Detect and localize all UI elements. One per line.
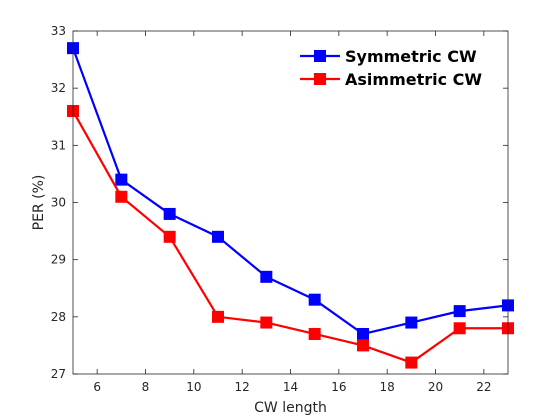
- y-tick-label: 29: [51, 253, 66, 267]
- data-point-symmetric-cw: [405, 316, 418, 329]
- tick-layer: 6 8 10 12 14 16 18 20 22 27 28 29 30 31 32 33: [51, 24, 508, 394]
- data-point-asimmetric-cw: [163, 230, 176, 243]
- data-point-asimmetric-cw: [308, 327, 321, 340]
- legend-marker-asimmetric-cw: [314, 73, 326, 85]
- legend-label-symmetric-cw: Symmetric CW: [345, 47, 477, 66]
- data-point-asimmetric-cw: [405, 356, 418, 369]
- x-tick-label: 22: [476, 380, 491, 394]
- data-point-symmetric-cw: [308, 293, 321, 306]
- data-point-symmetric-cw: [163, 207, 176, 220]
- legend: Symmetric CW Asimmetric CW: [300, 47, 482, 89]
- series-line-symmetric-cw: [71, 47, 509, 336]
- y-axis-label: PER (%): [31, 175, 47, 231]
- x-tick-label: 16: [331, 380, 346, 394]
- data-point-symmetric-cw: [115, 173, 128, 186]
- data-point-symmetric-cw: [260, 270, 273, 283]
- legend-marker-symmetric-cw: [314, 50, 326, 62]
- y-tick-label: 28: [51, 310, 66, 324]
- data-point-symmetric-cw: [357, 327, 369, 340]
- data-point-asimmetric-cw: [212, 310, 224, 323]
- data-point-asimmetric-cw: [357, 339, 369, 352]
- y-tick-label: 27: [51, 367, 66, 381]
- x-tick-label: 12: [235, 380, 250, 394]
- series-line-asimmetric-cw: [72, 110, 508, 364]
- x-tick-label: 18: [380, 380, 395, 394]
- x-axis-label: CW length: [254, 400, 327, 416]
- data-point-asimmetric-cw: [453, 322, 466, 335]
- y-tick-label: 32: [51, 81, 66, 95]
- x-tick-label: 14: [283, 380, 298, 394]
- x-tick-label: 20: [428, 380, 443, 394]
- data-point-asimmetric-cw: [115, 190, 128, 203]
- x-tick-label: 6: [93, 380, 101, 394]
- y-tick-label: 30: [51, 196, 66, 210]
- y-tick-label: 31: [51, 138, 66, 152]
- x-tick-label: 8: [142, 380, 150, 394]
- data-point-symmetric-cw: [453, 305, 466, 318]
- x-tick-label: 10: [186, 380, 201, 394]
- y-tick-label: 33: [51, 24, 66, 38]
- legend-label-asimmetric-cw: Asimmetric CW: [345, 70, 482, 89]
- data-point-asimmetric-cw: [260, 316, 273, 329]
- data-point-symmetric-cw: [212, 230, 224, 243]
